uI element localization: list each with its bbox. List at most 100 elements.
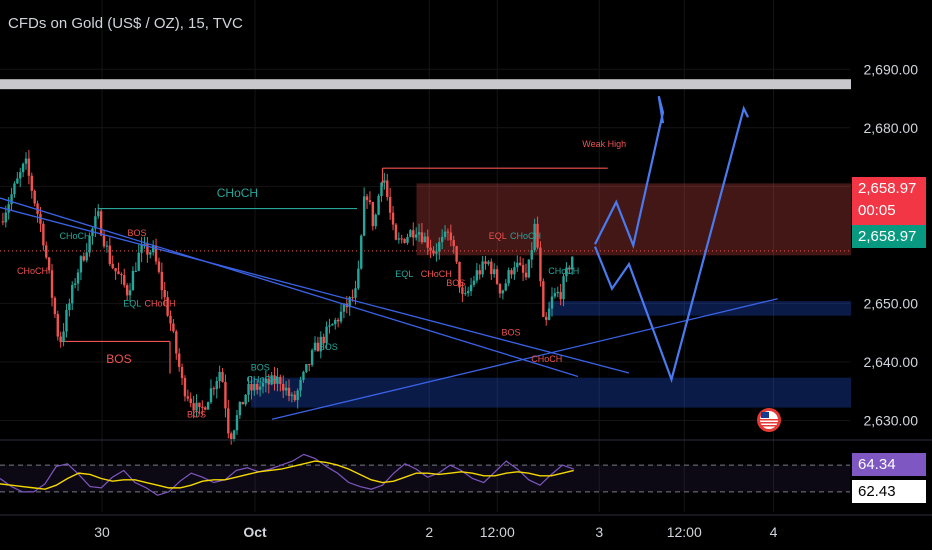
x-tick-label: 12:00: [667, 524, 702, 540]
candle: [105, 245, 109, 247]
candle: [553, 293, 557, 297]
candle: [88, 236, 91, 253]
candle: [287, 387, 291, 396]
candle: [464, 293, 467, 295]
chart-title: CFDs on Gold (US$ / OZ), 15, TVC: [8, 15, 243, 32]
candle: [4, 212, 7, 223]
resistance-zone: [0, 79, 851, 90]
structure-annotation: BOS: [251, 363, 270, 373]
candle: [545, 316, 548, 320]
candle: [354, 288, 357, 298]
y-tick-label: 2,690.00: [864, 61, 919, 77]
candle: [45, 245, 48, 258]
candle: [53, 297, 57, 315]
y-tick-label: 2,640.00: [864, 354, 919, 370]
candle: [293, 394, 296, 401]
candle: [394, 224, 398, 240]
candle: [449, 232, 453, 241]
candle: [186, 396, 190, 399]
candle: [429, 247, 432, 251]
candle: [562, 276, 565, 300]
candle: [189, 398, 192, 404]
candle: [140, 244, 143, 253]
structure-annotation: CHoCH: [421, 269, 452, 279]
candle: [472, 280, 476, 285]
structure-annotation: BOS: [128, 228, 147, 238]
rsi-line: [0, 453, 574, 496]
candle: [362, 196, 366, 236]
candle: [195, 402, 198, 411]
candle: [536, 223, 539, 248]
candle: [559, 291, 562, 300]
candle: [481, 261, 484, 275]
candle: [97, 211, 100, 217]
candle: [238, 401, 242, 416]
rsi-value-tag: 64.34: [852, 453, 926, 476]
candle: [432, 250, 435, 254]
candle: [539, 247, 542, 282]
candle: [256, 383, 259, 390]
structure-annotation: EQL: [489, 231, 507, 241]
candle: [230, 433, 233, 440]
candle: [247, 384, 250, 395]
candle: [507, 270, 510, 284]
candle: [85, 252, 88, 261]
candle: [348, 297, 351, 308]
candle: [149, 252, 152, 255]
candle: [270, 375, 273, 385]
structure-annotation: CHoCH: [531, 354, 562, 364]
candle: [530, 250, 533, 260]
candle: [125, 285, 129, 296]
structure-annotation: CHoCH: [510, 231, 541, 241]
candle: [322, 336, 325, 344]
candle: [117, 271, 120, 275]
candle: [420, 232, 424, 243]
candle: [365, 196, 369, 201]
choch-label: CHoCH: [217, 186, 258, 200]
candle: [412, 230, 415, 238]
candle: [192, 403, 195, 411]
candle: [484, 261, 487, 264]
rsi-ma-value-tag: 62.43: [852, 480, 926, 503]
candle: [466, 291, 470, 294]
candle: [114, 268, 117, 272]
structure-annotation: BOS: [187, 410, 206, 420]
candle: [299, 379, 302, 391]
candle: [59, 336, 62, 342]
x-tick-label: 12:00: [480, 524, 515, 540]
candle: [342, 303, 346, 312]
candle: [7, 204, 10, 213]
candle: [209, 388, 213, 403]
current-price-value: 2,658.97: [858, 180, 917, 197]
x-tick-label: 4: [770, 524, 778, 540]
candle: [224, 381, 227, 409]
y-tick-label: 2,680.00: [864, 120, 919, 136]
x-tick-label: Oct: [243, 524, 267, 540]
projection-arrow: [593, 105, 749, 384]
candle: [319, 336, 322, 352]
candle: [501, 290, 505, 294]
candle: [357, 268, 360, 289]
candle: [16, 178, 19, 184]
candle: [516, 262, 519, 268]
candle: [134, 270, 138, 272]
candle: [261, 382, 265, 387]
candle: [521, 265, 525, 273]
candle: [383, 180, 386, 183]
candle: [13, 183, 16, 195]
candle: [409, 230, 412, 237]
candle: [336, 319, 340, 322]
candle: [504, 283, 507, 291]
candle: [10, 194, 13, 205]
candle: [556, 291, 559, 294]
candle: [374, 214, 377, 227]
candle: [458, 261, 461, 288]
candle: [258, 386, 262, 390]
candle: [391, 212, 395, 225]
structure-annotation: CHoCH: [548, 266, 579, 276]
candle: [461, 287, 464, 294]
candle: [282, 383, 285, 391]
candle: [371, 202, 375, 227]
candle: [305, 364, 308, 372]
